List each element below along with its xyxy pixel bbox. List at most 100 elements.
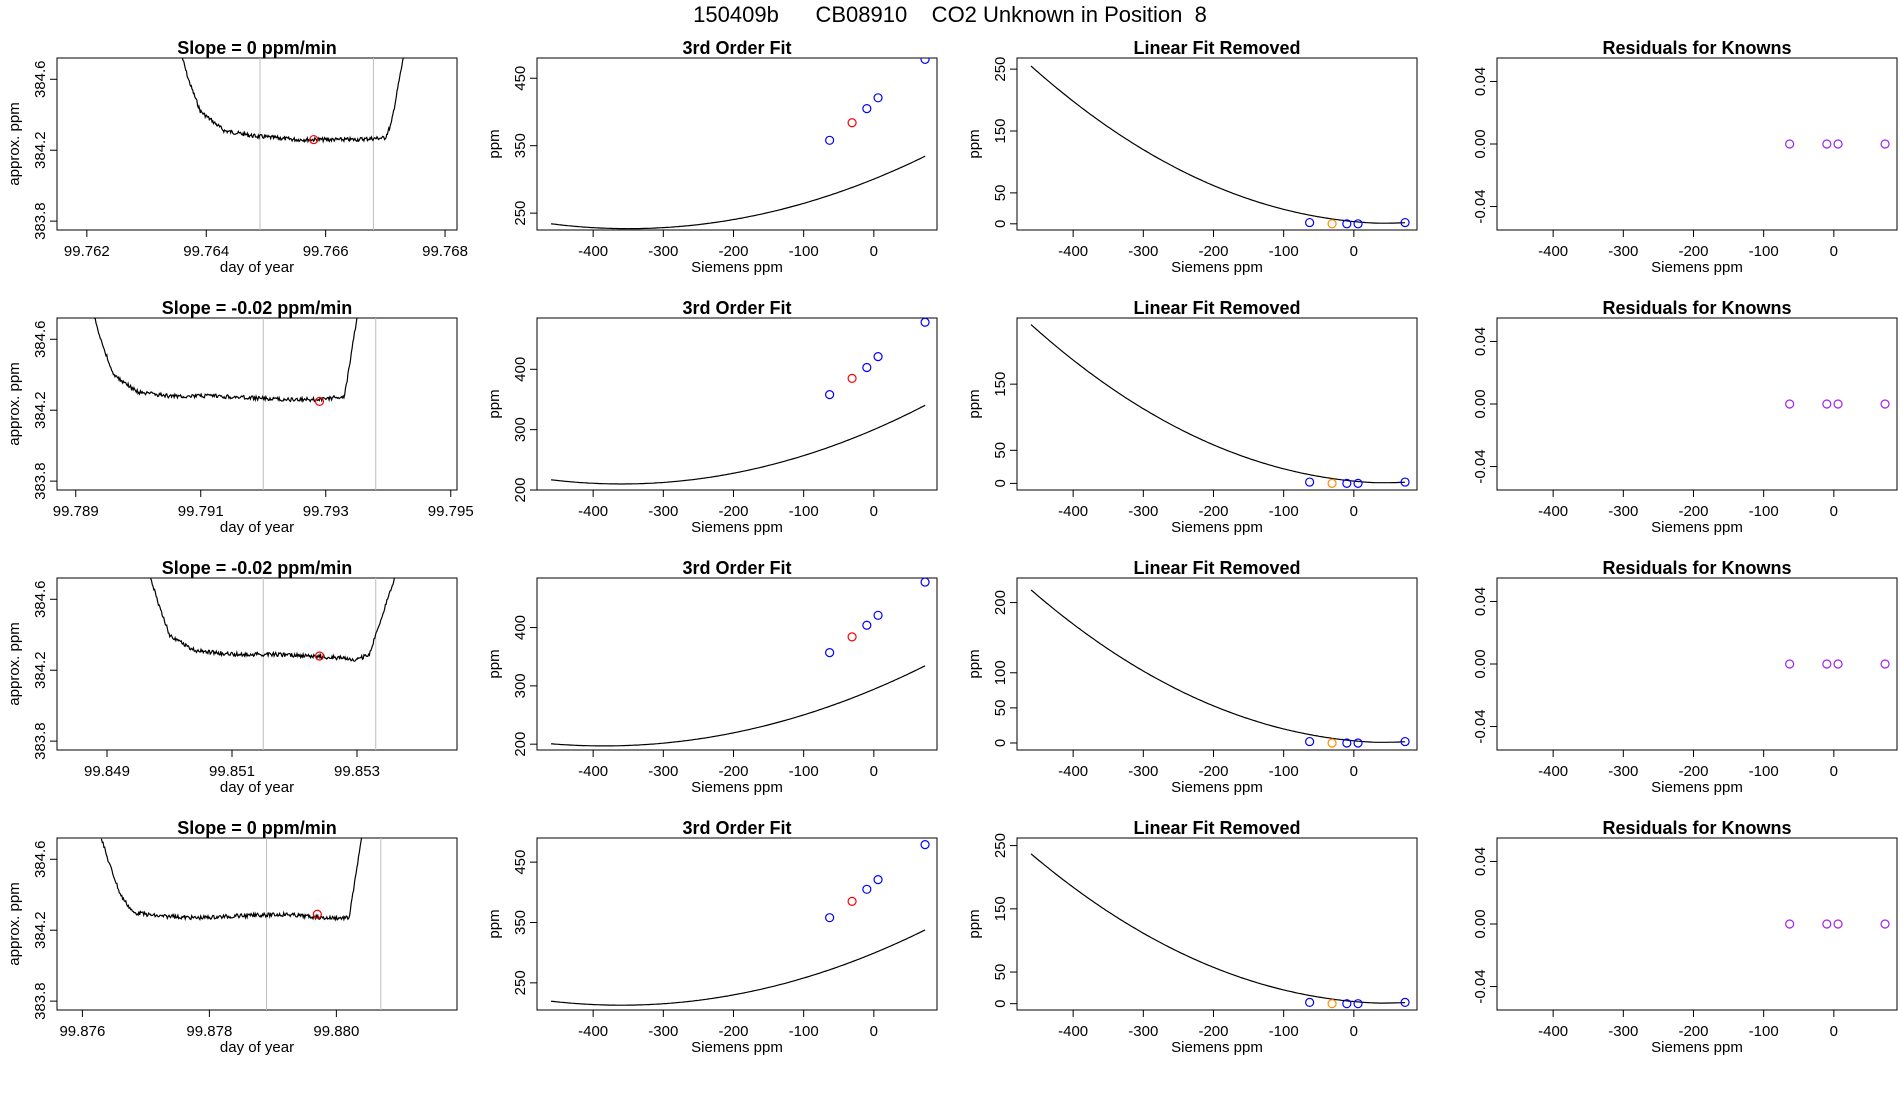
y-tick-label: 50 <box>992 442 1009 459</box>
known-point <box>1400 217 1410 228</box>
x-tick-label: -100 <box>789 503 819 520</box>
known-point <box>1342 478 1352 488</box>
panel-trace-row2: Slope = -0.02 ppm/min 99.789 99.791 99.793 9… <box>6 298 474 536</box>
x-axis-label: Siemens ppm <box>1171 779 1263 796</box>
panel-residuals-row4: Residuals for Knowns -400 -300 -200 -100 0 Sie… <box>1472 818 1898 1056</box>
x-tick-label: 99.762 <box>64 243 110 260</box>
plot-frame <box>1496 837 1898 1011</box>
x-tick-label: -300 <box>1608 503 1638 520</box>
plot-frame <box>1016 317 1418 491</box>
panel-title: Slope = -0.02 ppm/min <box>162 298 353 318</box>
known-point <box>920 578 930 587</box>
x-tick-label: 0 <box>1350 243 1358 260</box>
y-axis-label: ppm <box>966 649 983 678</box>
plot-frame <box>56 577 458 751</box>
known-point <box>862 103 872 114</box>
panel-residuals-row3: Residuals for Knowns -400 -300 -200 -100 0 Sie… <box>1472 558 1898 796</box>
data-layer <box>181 58 404 230</box>
panel-title: 3rd Order Fit <box>682 818 791 838</box>
known-point <box>1353 478 1363 488</box>
x-axis-label: Siemens ppm <box>691 1039 783 1056</box>
y-tick-label: -0.04 <box>1472 969 1489 1003</box>
known-point <box>920 840 930 850</box>
x-axis-label: Siemens ppm <box>691 779 783 796</box>
y-tick-label: 200 <box>992 590 1009 615</box>
unknown-point <box>847 632 857 642</box>
x-axis-label: day of year <box>220 519 294 536</box>
data-layer <box>150 578 395 750</box>
y-tick-label: 384.2 <box>32 391 49 429</box>
x-tick-label: -200 <box>1198 1023 1228 1040</box>
fit-curve <box>550 404 926 485</box>
x-axis-label: Siemens ppm <box>1651 1039 1743 1056</box>
x-tick-label: 0 <box>870 503 878 520</box>
plot-frame <box>1016 837 1418 1011</box>
y-tick-label: 0 <box>992 739 1009 747</box>
panel-linear_removed-row4: Linear Fit Removed -400 -300 -200 -100 0 Sieme… <box>966 818 1418 1056</box>
panel-title: 3rd Order Fit <box>682 558 791 578</box>
panel-linear_removed-row2: Linear Fit Removed -400 -300 -200 -100 0 Sieme… <box>966 298 1418 536</box>
data-layer <box>1785 399 1890 409</box>
x-tick-label: 0 <box>1830 1023 1838 1040</box>
y-tick-label: 400 <box>512 357 529 382</box>
unknown-point <box>1327 478 1337 488</box>
x-tick-label: 0 <box>1830 503 1838 520</box>
panel-title: Linear Fit Removed <box>1133 298 1300 318</box>
x-tick-label: -200 <box>1198 243 1228 260</box>
known-point <box>873 610 883 620</box>
plot-frame <box>1496 57 1898 231</box>
y-tick-label: 200 <box>512 477 529 502</box>
y-tick-label: 384.6 <box>32 581 49 619</box>
y-axis-label: approx. ppm <box>6 362 23 445</box>
x-tick-label: -400 <box>578 243 608 260</box>
residual-point <box>1880 659 1890 669</box>
residual-point <box>1822 399 1832 409</box>
y-axis-label: approx. ppm <box>6 882 23 965</box>
y-tick-label: 400 <box>512 615 529 640</box>
y-tick-label: 383.8 <box>32 202 49 240</box>
known-point <box>1353 219 1363 229</box>
known-point <box>1305 477 1315 487</box>
x-tick-label: -400 <box>578 763 608 780</box>
y-tick-label: 250 <box>512 201 529 226</box>
x-axis-label: day of year <box>220 779 294 796</box>
x-tick-label: -100 <box>1749 503 1779 520</box>
y-axis-label: approx. ppm <box>6 622 23 705</box>
x-tick-label: -300 <box>648 1023 678 1040</box>
known-point <box>825 913 835 923</box>
panel-fit-row2: 3rd Order Fit -400 -300 -200 -100 0 Siemens pp… <box>486 298 938 536</box>
residual-point <box>1833 659 1843 669</box>
x-tick-label: -300 <box>648 243 678 260</box>
x-tick-label: -400 <box>1058 763 1088 780</box>
x-tick-label: 0 <box>1350 1023 1358 1040</box>
data-layer <box>550 318 930 485</box>
residual-point <box>1833 919 1843 929</box>
x-axis-label: day of year <box>220 259 294 276</box>
panel-linear_removed-row1: Linear Fit Removed -400 -300 -200 -100 0 Sieme… <box>966 38 1418 276</box>
y-tick-label: 450 <box>512 66 529 91</box>
known-point <box>920 318 930 327</box>
x-tick-label: -400 <box>1538 763 1568 780</box>
x-tick-label: -200 <box>1678 1023 1708 1040</box>
x-tick-label: -100 <box>1749 763 1779 780</box>
y-tick-label: 0 <box>992 220 1009 228</box>
trace-line <box>181 58 404 144</box>
x-axis-label: Siemens ppm <box>1651 259 1743 276</box>
x-tick-label: -300 <box>1128 1023 1158 1040</box>
x-tick-label: -200 <box>1678 503 1708 520</box>
x-axis-label: Siemens ppm <box>1171 259 1263 276</box>
y-tick-label: 0.00 <box>1472 909 1489 938</box>
x-tick-label: -400 <box>1058 243 1088 260</box>
trace-line <box>150 578 395 662</box>
x-tick-label: -100 <box>1269 243 1299 260</box>
y-tick-label: 384.2 <box>32 651 49 689</box>
figure-title: 150409b CB08910 CO2 Unknown in Position … <box>693 2 1207 27</box>
y-tick-label: 384.6 <box>32 61 49 99</box>
panel-title: Slope = 0 ppm/min <box>177 818 337 838</box>
known-point <box>862 884 872 894</box>
residual-point <box>1785 919 1795 929</box>
trace-line <box>94 318 358 404</box>
y-tick-label: 250 <box>512 970 529 995</box>
x-tick-label: -300 <box>1128 503 1158 520</box>
residual-point <box>1880 399 1890 409</box>
